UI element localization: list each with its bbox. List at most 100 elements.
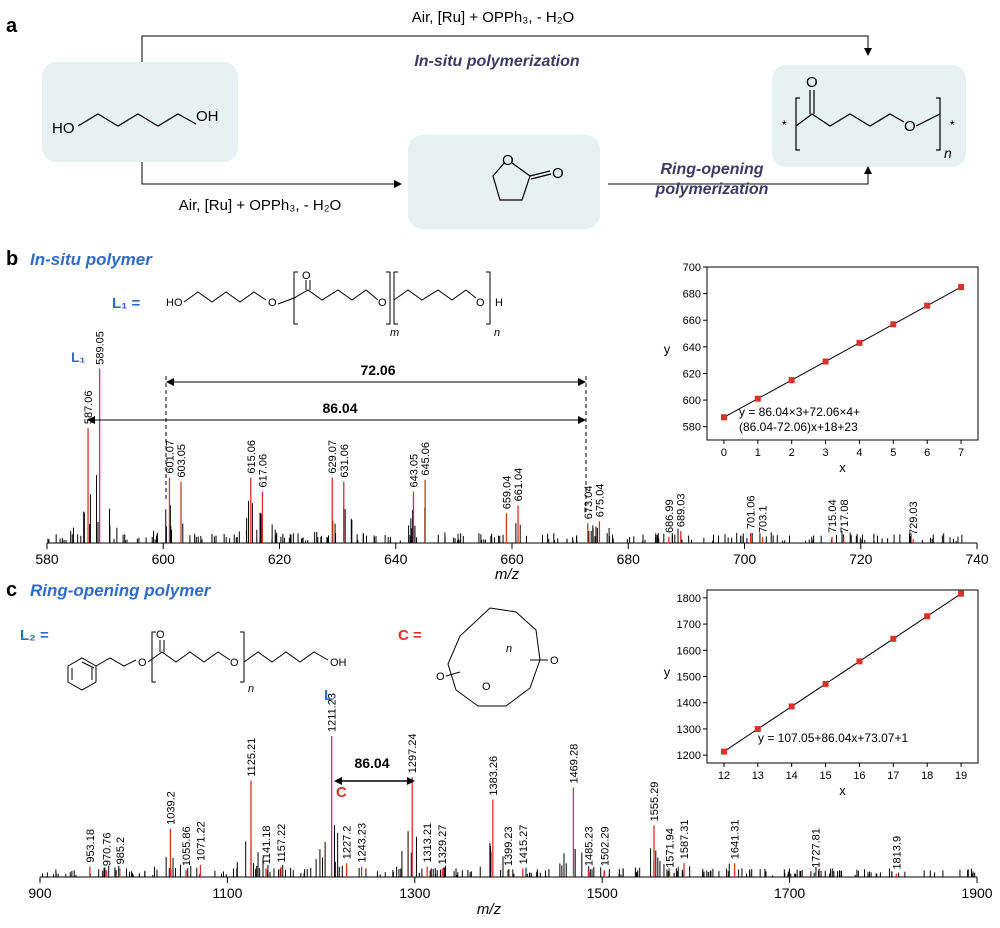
- inset-point: [890, 635, 897, 642]
- inset-x-tick-label: 16: [853, 770, 865, 782]
- spectrum-b-xlabel: m/z: [495, 566, 520, 583]
- span-b-large-label: 86.04: [322, 400, 357, 416]
- inset-point: [924, 613, 931, 620]
- inset-b-eq-1: y = 86.04×3+72.06×4+: [739, 405, 860, 419]
- inset-point: [720, 414, 727, 421]
- l2-n: n: [248, 683, 254, 695]
- inset-y-tick-label: 600: [683, 395, 701, 407]
- l1-o4: O: [476, 297, 485, 309]
- peak-label: 631.06: [339, 444, 351, 478]
- l1-o3: O: [378, 297, 387, 309]
- x-tick-label: 1300: [399, 885, 430, 901]
- ligand-l1-structure: HO O O O m O n H: [166, 270, 503, 339]
- inset-point: [788, 703, 795, 710]
- cyclic-structure: O O O n: [436, 607, 559, 707]
- inset-point: [788, 377, 795, 384]
- ligand-l2-label: L₂ =: [20, 627, 49, 644]
- x-tick-label: 580: [35, 551, 59, 567]
- lactone-box: [408, 135, 600, 229]
- inset-ylabel: y: [664, 342, 671, 357]
- inset-point: [890, 321, 897, 328]
- inset-x-tick-label: 17: [887, 770, 899, 782]
- inset-y-tick-label: 1600: [677, 645, 701, 657]
- inset-x-tick-label: 18: [921, 770, 933, 782]
- inset-fit-line: [723, 286, 962, 418]
- lactone-carbonyl-o: O: [552, 165, 564, 182]
- inset-point: [822, 358, 829, 365]
- peak-label: 661.04: [513, 468, 525, 502]
- inset-point: [924, 302, 931, 309]
- bottom-route-arrowhead: [394, 180, 402, 188]
- diol-box: [42, 62, 238, 162]
- x-tick-label: 600: [152, 551, 176, 567]
- inset-x-tick-label: 4: [856, 447, 862, 459]
- x-tick-label: 620: [268, 551, 292, 567]
- l1-n: n: [494, 327, 500, 339]
- l2-o1: O: [138, 657, 147, 669]
- inset-point: [822, 680, 829, 687]
- l1-o2: O: [302, 270, 311, 282]
- inset-c-eq: y = 107.05+86.04x+73.07+1: [758, 731, 908, 745]
- peak-label: 643.05: [408, 454, 420, 488]
- peak-label: 1141.18: [261, 825, 273, 864]
- inset-fit-line: [723, 593, 962, 752]
- inset-y-tick-label: 660: [683, 315, 701, 327]
- peak-label: 617.06: [257, 454, 269, 488]
- peak-tag-l1: L₁: [71, 349, 86, 365]
- x-tick-label: 740: [965, 551, 989, 567]
- peak-label: 1555.29: [649, 782, 661, 822]
- butanediol-structure: HO OH: [52, 108, 219, 137]
- peak-label: 587.06: [83, 391, 95, 425]
- panel-c-title: Ring-opening polymer: [30, 581, 212, 600]
- spectrum-b: 580 600 620 640 660 680 700 720 740587.06589.056…: [35, 331, 989, 567]
- route-rop-label-2: polymerization: [655, 181, 769, 198]
- top-route-line: [141, 35, 869, 62]
- inset-x-tick-label: 12: [718, 770, 730, 782]
- inset-y-tick-label: 680: [683, 289, 701, 301]
- top-condition: Air, [Ru] + OPPh₃, - H₂O: [412, 9, 574, 26]
- inset-x-tick-label: 5: [890, 447, 896, 459]
- panel-b-title: In-situ polymer: [30, 250, 153, 269]
- peak-label: 715.04: [827, 499, 839, 533]
- inset-x-tick-label: 3: [823, 447, 829, 459]
- peak-label: 1313.21: [422, 823, 434, 863]
- c-o2: O: [436, 671, 445, 683]
- inset-y-tick-label: 1700: [677, 619, 701, 631]
- rop-route-arrowhead: [864, 166, 872, 174]
- peak-label: 970.76: [101, 832, 113, 866]
- route-rop-label-1: Ring-opening: [660, 161, 763, 178]
- peak-label: 703.1: [758, 506, 770, 534]
- span-b-large-left-arrowhead: [87, 416, 95, 424]
- peak-label: 686.99: [664, 499, 676, 533]
- polymer-n: n: [944, 145, 952, 161]
- x-tick-label: 1900: [961, 885, 992, 901]
- inset-c: 12 13 14 15 16 17 18 19 1200 1300 1400 1500 1600 1700…: [664, 589, 979, 798]
- polymer-box: [772, 65, 966, 167]
- peak-label: 645.06: [420, 442, 432, 476]
- lactone-structure: O O: [492, 152, 564, 201]
- inset-xlabel: x: [839, 783, 846, 798]
- inset-y-tick-label: 620: [683, 368, 701, 380]
- peak-label: 1587.31: [679, 819, 691, 859]
- inset-y-tick-label: 640: [683, 342, 701, 354]
- peak-label: 1383.26: [488, 756, 500, 796]
- inset-b-eq-2: (86.04-72.06)x+18+23: [739, 420, 858, 434]
- peak-label: 689.03: [676, 493, 688, 527]
- x-tick-label: 1700: [774, 885, 805, 901]
- c-n: n: [506, 643, 512, 655]
- polymer-chain-o: O: [904, 118, 916, 135]
- panel-b: b In-situ polymer L₁ = HO O O O m O n H …: [6, 248, 989, 583]
- peak-label: 985.2: [115, 837, 127, 865]
- peak-tag-c: C: [336, 784, 347, 801]
- panel-c: c Ring-opening polymer L₂ = C = O O O n …: [6, 579, 993, 918]
- x-tick-label: 1100: [212, 885, 242, 901]
- peak-label: 729.03: [908, 501, 920, 535]
- inset-y-tick-label: 1500: [677, 672, 701, 684]
- peak-label: 1415.27: [518, 825, 530, 865]
- diol-ho: HO: [52, 120, 75, 137]
- inset-x-tick-label: 19: [955, 770, 967, 782]
- peak-label: 589.05: [95, 331, 107, 365]
- span-c-right-arrowhead: [407, 777, 415, 785]
- c-o3: O: [482, 681, 491, 693]
- inset-y-tick-label: 1300: [677, 724, 701, 736]
